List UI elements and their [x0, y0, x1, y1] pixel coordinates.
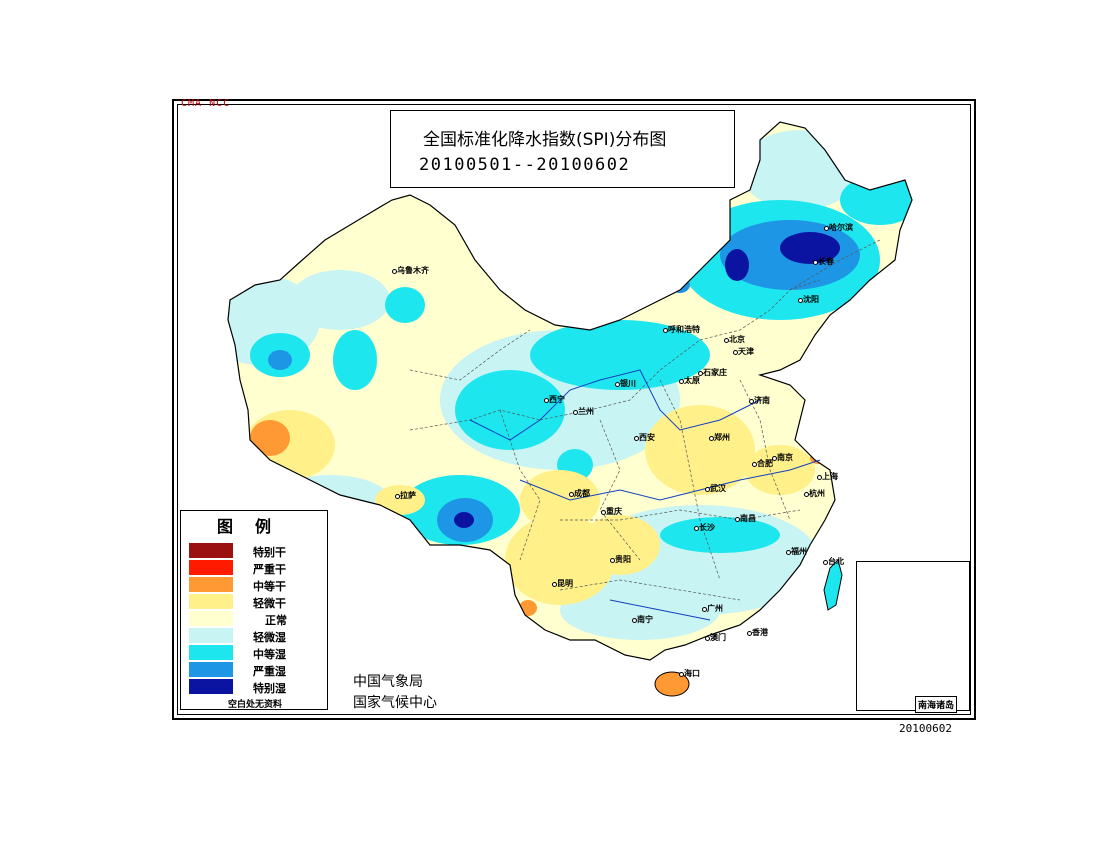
city-label: 成都 — [569, 489, 590, 498]
date-stamp: 20100602 — [899, 722, 952, 735]
city-label: 杭州 — [804, 489, 825, 498]
map-date-range: 20100501--20100602 — [419, 155, 631, 175]
agency-name: 中国气象局 — [353, 674, 423, 690]
city-label: 海口 — [679, 669, 700, 678]
city-label: 石家庄 — [698, 368, 727, 377]
city-label: 太原 — [679, 376, 700, 385]
city-label: 南京 — [772, 453, 793, 462]
city-label: 武汉 — [705, 484, 726, 493]
city-label: 重庆 — [601, 507, 622, 516]
legend-label: 轻微干 — [253, 597, 286, 610]
city-label: 长春 — [813, 257, 834, 266]
city-label: 天津 — [733, 347, 754, 356]
city-label: 郑州 — [709, 433, 730, 442]
legend-swatch — [189, 628, 233, 643]
legend-row: 严重干 — [189, 560, 321, 576]
city-label: 银川 — [615, 379, 636, 388]
legend-label: 中等干 — [253, 580, 286, 593]
map-title: 全国标准化降水指数(SPI)分布图 — [423, 130, 667, 150]
city-label: 广州 — [702, 604, 723, 613]
legend-swatch — [189, 543, 233, 558]
legend-row: 特别干 — [189, 543, 321, 559]
legend-swatch — [189, 577, 233, 592]
legend-label: 严重干 — [253, 563, 286, 576]
legend-swatch — [189, 679, 233, 694]
credit-label: CMA NCC — [181, 98, 231, 109]
legend-swatch — [189, 611, 233, 626]
inset-label: 南海诸岛 — [915, 696, 958, 713]
title-box: 全国标准化降水指数(SPI)分布图 20100501--20100602 — [390, 110, 735, 188]
city-label: 香港 — [747, 628, 768, 637]
city-label: 济南 — [749, 396, 770, 405]
city-label: 上海 — [817, 472, 838, 481]
legend-label: 严重湿 — [253, 665, 286, 678]
legend-row: 严重湿 — [189, 662, 321, 678]
city-label: 兰州 — [573, 407, 594, 416]
legend-row: 中等湿 — [189, 645, 321, 661]
city-label: 西安 — [634, 433, 655, 442]
legend-swatch — [189, 560, 233, 575]
city-label: 北京 — [724, 335, 745, 344]
legend-note: 空白处无资料 — [227, 700, 282, 710]
city-label: 沈阳 — [798, 295, 819, 304]
legend-row: 轻微干 — [189, 594, 321, 610]
legend-label: 正常 — [265, 614, 287, 627]
agency-subname: 国家气候中心 — [353, 695, 437, 711]
map-inner-frame — [177, 104, 971, 715]
city-label: 乌鲁木齐 — [392, 266, 429, 275]
legend-row: 中等干 — [189, 577, 321, 593]
legend-title: 图例 — [216, 517, 293, 536]
city-label: 南宁 — [632, 615, 653, 624]
city-label: 南昌 — [735, 514, 756, 523]
city-label: 昆明 — [552, 579, 573, 588]
city-label: 哈尔滨 — [824, 223, 853, 232]
legend: 图例 特别干 严重干 中等干 轻微干 正常 轻微湿 中等湿 严重湿 特别湿 空白… — [180, 510, 328, 710]
city-label: 台北 — [823, 557, 844, 566]
city-label: 合肥 — [752, 459, 773, 468]
legend-label: 特别湿 — [253, 682, 286, 695]
legend-label: 特别干 — [253, 546, 286, 559]
city-label: 呼和浩特 — [663, 325, 700, 334]
legend-row: 正常 — [189, 611, 321, 627]
south-china-sea-inset: 南海诸岛 — [856, 561, 970, 713]
city-label: 福州 — [786, 547, 807, 556]
city-label: 贵阳 — [610, 555, 631, 564]
city-label: 澳门 — [705, 633, 726, 642]
legend-swatch — [189, 645, 233, 660]
legend-label: 中等湿 — [253, 648, 286, 661]
legend-row: 轻微湿 — [189, 628, 321, 644]
legend-swatch — [189, 662, 233, 677]
legend-label: 轻微湿 — [253, 631, 286, 644]
legend-row: 特别湿 — [189, 679, 321, 695]
map-outer-frame — [172, 99, 976, 720]
city-label: 西宁 — [544, 395, 565, 404]
city-label: 拉萨 — [395, 491, 416, 500]
legend-swatch — [189, 594, 233, 609]
city-label: 长沙 — [694, 523, 715, 532]
